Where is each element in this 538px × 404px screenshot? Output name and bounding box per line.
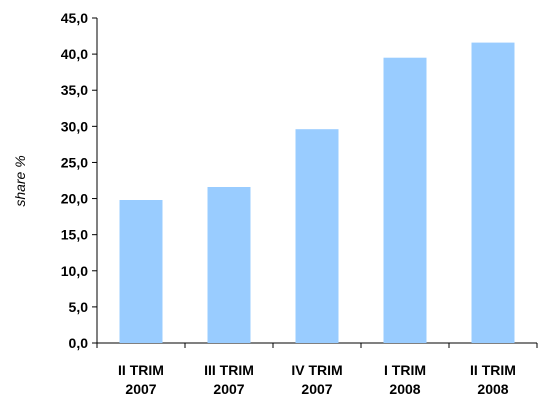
bars xyxy=(119,42,515,343)
x-category-year: 2008 xyxy=(477,381,508,397)
y-tick-label: 10,0 xyxy=(61,263,88,279)
y-tick-label: 35,0 xyxy=(61,82,88,98)
x-category-period: I TRIM xyxy=(384,362,426,378)
y-tick-label: 45,0 xyxy=(61,10,88,26)
x-category-label: II TRIM 2008 xyxy=(470,362,516,397)
x-category-period: III TRIM xyxy=(204,362,254,378)
bar xyxy=(207,187,251,343)
y-tick-label: 30,0 xyxy=(61,118,88,134)
x-category-period: II TRIM xyxy=(118,362,164,378)
bar xyxy=(119,200,163,343)
y-axis-title-group: share % xyxy=(12,155,28,206)
x-category-label: I TRIM 2008 xyxy=(384,362,426,397)
bar xyxy=(471,42,515,343)
x-category-period: II TRIM xyxy=(470,362,516,378)
x-category-label: III TRIM 2007 xyxy=(204,362,254,397)
x-axis-labels: II TRIM 2007 III TRIM 2007 IV TRIM 2007 I TRIM… xyxy=(118,362,516,397)
bar xyxy=(383,57,427,343)
y-tick-label: 5,0 xyxy=(69,299,89,315)
y-axis-ticks: 0,0 5,0 10,0 15,0 20,0 25,0 30,0 35,0 40,0 45,0 xyxy=(61,10,97,351)
y-tick-label: 0,0 xyxy=(69,335,89,351)
x-category-label: IV TRIM 2007 xyxy=(291,362,342,397)
x-category-year: 2008 xyxy=(389,381,420,397)
x-category-year: 2007 xyxy=(301,381,332,397)
y-tick-label: 15,0 xyxy=(61,227,88,243)
x-category-year: 2007 xyxy=(125,381,156,397)
x-category-year: 2007 xyxy=(213,381,244,397)
y-tick-label: 40,0 xyxy=(61,46,88,62)
x-category-label: II TRIM 2007 xyxy=(118,362,164,397)
y-axis-title: share % xyxy=(12,155,28,206)
y-tick-label: 25,0 xyxy=(61,154,88,170)
bar xyxy=(295,129,339,343)
y-tick-label: 20,0 xyxy=(61,191,88,207)
x-category-period: IV TRIM xyxy=(291,362,342,378)
